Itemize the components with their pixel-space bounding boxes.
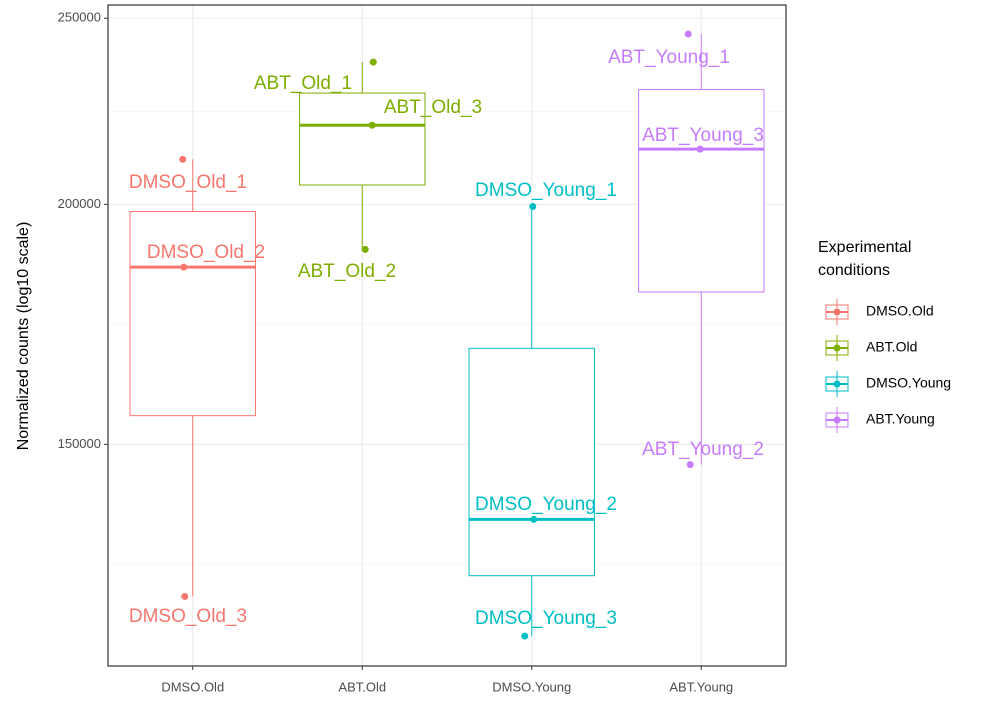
box bbox=[638, 89, 765, 293]
point-label: DMSO_Young_2 bbox=[475, 494, 617, 515]
point-label: DMSO_Young_3 bbox=[475, 608, 617, 629]
panel-border bbox=[107, 4, 787, 667]
x-tick-label: DMSO.Young bbox=[492, 679, 571, 694]
point bbox=[369, 58, 377, 66]
y-tick-label: 200000 bbox=[58, 196, 101, 211]
x-tick-label: ABT.Old bbox=[338, 679, 386, 694]
legend-label: ABT.Old bbox=[866, 339, 917, 355]
point bbox=[361, 245, 369, 253]
point bbox=[686, 461, 694, 469]
point-label: DMSO_Old_1 bbox=[129, 172, 247, 193]
point bbox=[181, 592, 189, 600]
legend-label: ABT.Young bbox=[866, 411, 935, 427]
point-label: DMSO_Old_2 bbox=[147, 242, 265, 263]
legend-title: conditions bbox=[818, 262, 890, 279]
point bbox=[684, 30, 692, 38]
y-axis-label: Normalized counts (log10 scale) bbox=[15, 222, 32, 451]
point-label: ABT_Old_1 bbox=[254, 73, 352, 94]
point bbox=[368, 121, 376, 129]
point-label: ABT_Old_3 bbox=[384, 97, 482, 118]
point-label: ABT_Young_1 bbox=[608, 47, 730, 68]
point-label: DMSO_Young_1 bbox=[475, 180, 617, 201]
point-label: ABT_Old_2 bbox=[298, 261, 396, 282]
point-label: ABT_Young_3 bbox=[642, 125, 764, 146]
x-tick-label: ABT.Young bbox=[669, 679, 733, 694]
point bbox=[521, 632, 529, 640]
box bbox=[299, 92, 426, 186]
point-label: DMSO_Old_3 bbox=[129, 606, 247, 627]
point bbox=[529, 202, 537, 210]
legend-key-point bbox=[833, 308, 841, 316]
point bbox=[179, 155, 187, 163]
legend-key-point bbox=[833, 380, 841, 388]
y-tick-label: 150000 bbox=[58, 436, 101, 451]
legend-title: Experimental bbox=[818, 239, 911, 256]
x-tick-label: DMSO.Old bbox=[161, 679, 224, 694]
box bbox=[468, 347, 595, 577]
point bbox=[696, 145, 704, 153]
point-label: ABT_Young_2 bbox=[642, 439, 764, 460]
point bbox=[530, 515, 538, 523]
point bbox=[180, 263, 188, 271]
y-tick-label: 250000 bbox=[58, 10, 101, 25]
box bbox=[129, 211, 256, 417]
legend-label: DMSO.Young bbox=[866, 375, 951, 391]
legend-key-point bbox=[833, 344, 841, 352]
legend-key-point bbox=[833, 416, 841, 424]
legend-label: DMSO.Old bbox=[866, 303, 934, 319]
